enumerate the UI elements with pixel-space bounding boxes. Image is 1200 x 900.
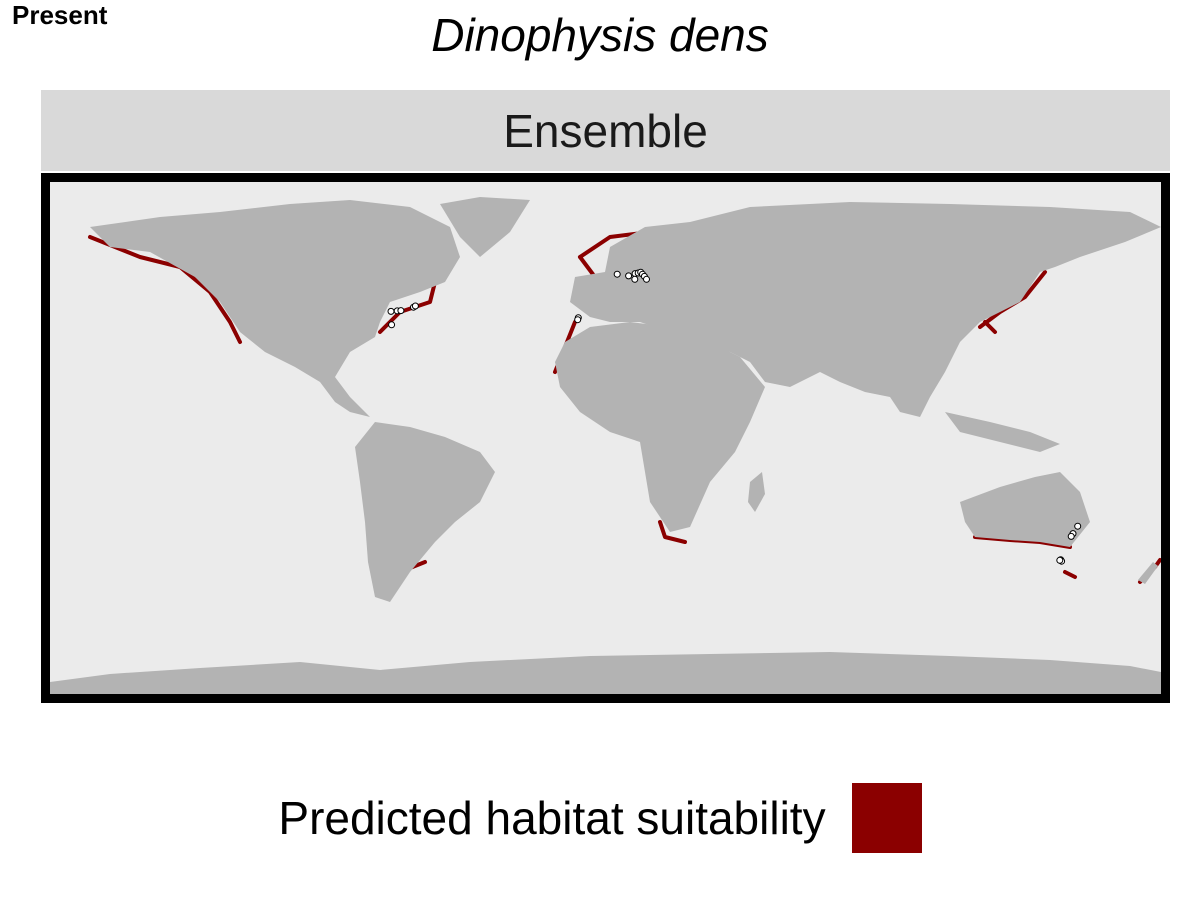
suitability-southern-africa: [658, 520, 687, 544]
occurrence-point: [574, 316, 582, 324]
suitability-nw-america: [88, 235, 242, 344]
occurrence-points: [387, 268, 1082, 565]
world-map: [50, 182, 1161, 694]
occurrence-point: [1056, 556, 1064, 564]
map-panel: [41, 173, 1170, 703]
facet-strip: Ensemble: [41, 90, 1170, 171]
occurrence-point: [387, 307, 395, 315]
occurrence-point: [631, 275, 639, 283]
land-layer: [50, 197, 1161, 694]
occurrence-point: [613, 270, 621, 278]
land-eurasia: [570, 202, 1161, 417]
occurrence-point: [388, 321, 396, 329]
land-africa: [555, 322, 765, 532]
period-label: Present: [12, 0, 108, 30]
land-south-america: [355, 422, 495, 602]
legend: Predicted habitat suitability: [0, 782, 1200, 854]
land-new-zealand: [1138, 562, 1158, 584]
occurrence-point: [1074, 522, 1082, 530]
legend-title: Predicted habitat suitability: [278, 792, 826, 844]
facet-label: Ensemble: [503, 104, 708, 157]
suitability-tasmania: [1063, 570, 1077, 579]
occurrence-point: [1067, 532, 1075, 540]
land-antarctica: [50, 652, 1161, 694]
land-greenland: [440, 197, 530, 257]
occurrence-point: [397, 307, 405, 315]
occurrence-point: [625, 272, 633, 280]
species-title: Dinophysis dens: [431, 9, 769, 61]
occurrence-point: [411, 302, 419, 310]
land-north-america: [90, 200, 460, 417]
land-madagascar: [748, 472, 765, 512]
occurrence-point: [643, 275, 650, 283]
legend-swatch: [851, 783, 922, 853]
land-australia: [960, 472, 1090, 547]
suitability-korea: [983, 320, 997, 334]
land-maritime-asia: [945, 412, 1060, 452]
